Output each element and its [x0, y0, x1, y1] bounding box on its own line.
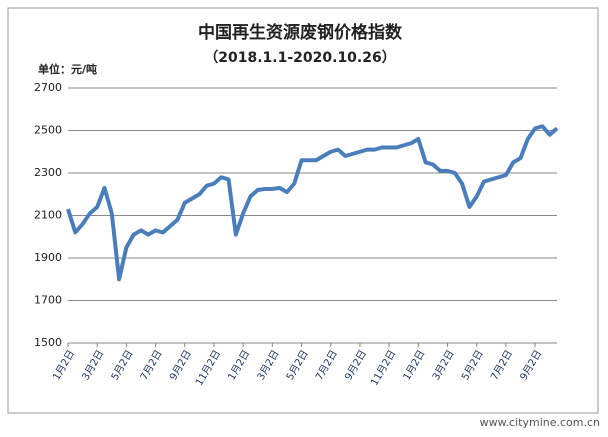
- y-tick-label: 2300: [34, 166, 62, 179]
- chart-title: 中国再生资源废钢价格指数: [198, 22, 403, 43]
- y-tick-label: 2100: [34, 209, 62, 222]
- y-tick-label: 1500: [34, 336, 62, 349]
- y-tick-label: 2500: [34, 124, 62, 137]
- chart-frame: [7, 7, 599, 414]
- y-tick-label: 1900: [34, 251, 62, 264]
- y-tick-label: 1700: [34, 294, 62, 307]
- unit-label: 单位：元/吨: [38, 62, 97, 76]
- data-line: [66, 124, 559, 282]
- chart-subtitle: （2018.1.1-2020.10.26）: [204, 50, 395, 66]
- y-tick-label: 2700: [34, 81, 62, 94]
- watermark: www.citymine.com.cn: [480, 416, 600, 429]
